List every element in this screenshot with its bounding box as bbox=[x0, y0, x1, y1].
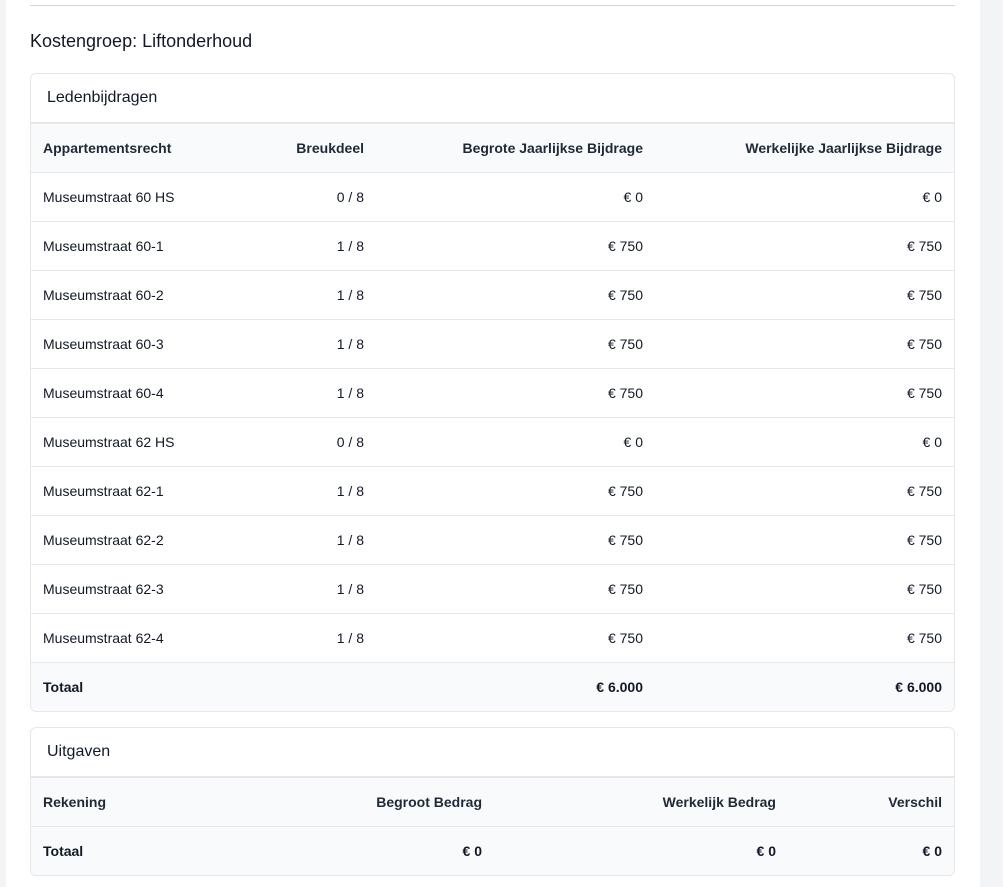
cell: € 750 bbox=[376, 515, 655, 565]
cell: € 750 bbox=[376, 613, 655, 663]
cell: Museumstraat 60-2 bbox=[31, 270, 231, 320]
column-header: Verschil bbox=[788, 777, 954, 827]
table-row: Museumstraat 62-1 1 / 8 € 750 € 750 bbox=[31, 466, 954, 516]
cell: Museumstraat 62 HS bbox=[31, 417, 231, 467]
table-row: Museumstraat 60-2 1 / 8 € 750 € 750 bbox=[31, 270, 954, 320]
table-row: Museumstraat 60 HS 0 / 8 € 0 € 0 bbox=[31, 172, 954, 222]
cell: 0 / 8 bbox=[231, 172, 376, 222]
table-row: Museumstraat 60-4 1 / 8 € 750 € 750 bbox=[31, 368, 954, 418]
cell: € 750 bbox=[655, 564, 954, 614]
cell: € 750 bbox=[655, 221, 954, 271]
total-label: Totaal bbox=[31, 826, 201, 875]
column-header: Rekening bbox=[31, 777, 201, 827]
total-budgeted: € 6.000 bbox=[376, 662, 655, 711]
cell: Museumstraat 60 HS bbox=[31, 172, 231, 222]
cell: Museumstraat 62-3 bbox=[31, 564, 231, 614]
table-row: Museumstraat 60-3 1 / 8 € 750 € 750 bbox=[31, 319, 954, 369]
cell: Museumstraat 62-4 bbox=[31, 613, 231, 663]
header-row: Appartementsrecht Breukdeel Begrote Jaarli… bbox=[31, 123, 954, 173]
table-row: Museumstraat 62-2 1 / 8 € 750 € 750 bbox=[31, 515, 954, 565]
cell: € 750 bbox=[655, 613, 954, 663]
expenses-card: Uitgaven Rekening Begroot Bedrag Werkelijk… bbox=[30, 727, 955, 876]
total-actual: € 6.000 bbox=[655, 662, 954, 711]
cell: 1 / 8 bbox=[231, 221, 376, 271]
total-budgeted: € 0 bbox=[201, 826, 494, 875]
cell: € 750 bbox=[655, 319, 954, 369]
cell: 1 / 8 bbox=[231, 466, 376, 516]
column-header: Begrote Jaarlijkse Bijdrage bbox=[376, 123, 655, 173]
cell: € 0 bbox=[655, 172, 954, 222]
cell: € 750 bbox=[376, 221, 655, 271]
cell: € 750 bbox=[376, 466, 655, 516]
cell: € 750 bbox=[655, 466, 954, 516]
empty-cell bbox=[231, 662, 376, 711]
column-header: Werkelijke Jaarlijkse Bijdrage bbox=[655, 123, 954, 173]
cell: € 0 bbox=[376, 172, 655, 222]
column-header: Appartementsrecht bbox=[31, 123, 231, 173]
cell: Museumstraat 60-1 bbox=[31, 221, 231, 271]
column-header: Begroot Bedrag bbox=[201, 777, 494, 827]
contributions-table: Appartementsrecht Breukdeel Begrote Jaarli… bbox=[31, 123, 954, 711]
cell: 1 / 8 bbox=[231, 564, 376, 614]
table-row: Museumstraat 62 HS 0 / 8 € 0 € 0 bbox=[31, 417, 954, 467]
cell: € 0 bbox=[376, 417, 655, 467]
column-header: Werkelijk Bedrag bbox=[494, 777, 788, 827]
total-label: Totaal bbox=[31, 662, 231, 711]
header-row: Rekening Begroot Bedrag Werkelijk Bedrag Ve… bbox=[31, 777, 954, 827]
content: Kostengroep: Liftonderhoud Ledenbijdrage… bbox=[6, 0, 980, 887]
cell: € 750 bbox=[376, 270, 655, 320]
cell: 1 / 8 bbox=[231, 515, 376, 565]
cell: Museumstraat 62-2 bbox=[31, 515, 231, 565]
table-row: Museumstraat 60-1 1 / 8 € 750 € 750 bbox=[31, 221, 954, 271]
cell: Museumstraat 60-3 bbox=[31, 319, 231, 369]
cell: € 750 bbox=[655, 368, 954, 418]
cell: 0 / 8 bbox=[231, 417, 376, 467]
divider bbox=[30, 5, 955, 6]
contributions-card: Ledenbijdragen Appartementsrecht Breukdee… bbox=[30, 73, 955, 712]
cell: 1 / 8 bbox=[231, 613, 376, 663]
total-actual: € 0 bbox=[494, 826, 788, 875]
section-title: Kostengroep: Liftonderhoud bbox=[30, 31, 253, 51]
cell: 1 / 8 bbox=[231, 368, 376, 418]
cell: € 0 bbox=[655, 417, 954, 467]
card-title: Ledenbijdragen bbox=[31, 74, 954, 123]
cell: 1 / 8 bbox=[231, 319, 376, 369]
card-title: Uitgaven bbox=[31, 728, 954, 777]
total-row: Totaal € 6.000 € 6.000 bbox=[31, 662, 954, 711]
table-row: Museumstraat 62-4 1 / 8 € 750 € 750 bbox=[31, 613, 954, 663]
cell: € 750 bbox=[655, 515, 954, 565]
cell: Museumstraat 60-4 bbox=[31, 368, 231, 418]
cell: 1 / 8 bbox=[231, 270, 376, 320]
total-row: Totaal € 0 € 0 € 0 bbox=[31, 826, 954, 875]
expenses-table: Rekening Begroot Bedrag Werkelijk Bedrag Ve… bbox=[31, 777, 954, 875]
cell: € 750 bbox=[376, 564, 655, 614]
total-difference: € 0 bbox=[788, 826, 954, 875]
table-row: Museumstraat 62-3 1 / 8 € 750 € 750 bbox=[31, 564, 954, 614]
cell: € 750 bbox=[376, 368, 655, 418]
cell: € 750 bbox=[376, 319, 655, 369]
column-header: Breukdeel bbox=[231, 123, 376, 173]
cell: Museumstraat 62-1 bbox=[31, 466, 231, 516]
cell: € 750 bbox=[655, 270, 954, 320]
